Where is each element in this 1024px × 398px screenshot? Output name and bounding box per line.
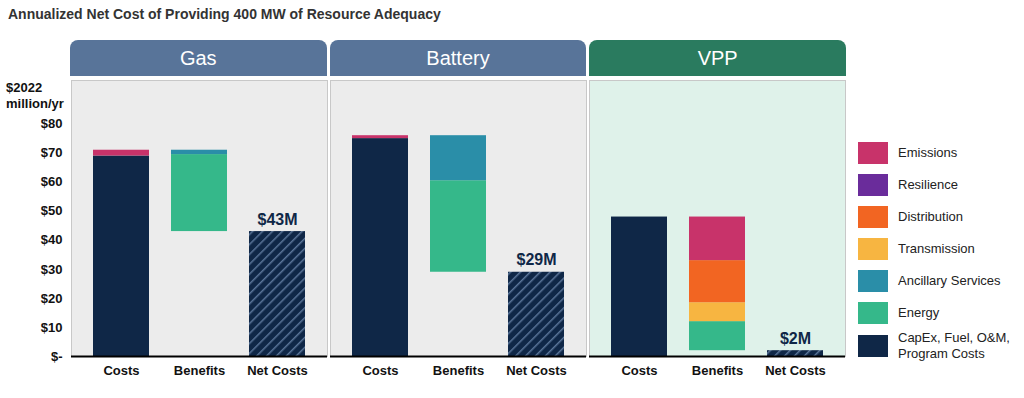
svg-text:Costs: Costs (362, 363, 398, 378)
svg-text:Costs: Costs (103, 363, 139, 378)
svg-text:$29M: $29M (516, 251, 556, 268)
html-text:million/yr: million/yr (6, 96, 64, 111)
html-text:Resilience: Resilience (898, 177, 958, 192)
html-text:Distribution: Distribution (898, 209, 963, 224)
html-text:Annualized Net Cost of Providi: Annualized Net Cost of Providing 400 MW … (8, 6, 441, 22)
html-text:Battery: Battery (426, 46, 490, 69)
svg-text:$80: $80 (41, 116, 63, 131)
html-text:Emissions: Emissions (898, 145, 958, 160)
svg-text:$40: $40 (41, 232, 63, 247)
html-text:CapEx, Fuel, O&M, Program Cost: CapEx, Fuel, O&M, Program Costs (898, 330, 1010, 361)
html-text:$2022: $2022 (6, 80, 43, 95)
svg-text:Benefits: Benefits (692, 363, 743, 378)
svg-text:$30: $30 (41, 262, 63, 277)
svg-text:Benefits: Benefits (174, 363, 225, 378)
svg-text:$20: $20 (41, 291, 63, 306)
html-text:Ancillary Services: Ancillary Services (898, 273, 1001, 288)
svg-text:$70: $70 (41, 145, 63, 160)
svg-text:Net Costs: Net Costs (506, 363, 567, 378)
svg-text:Net Costs: Net Costs (765, 363, 826, 378)
svg-text:$50: $50 (41, 203, 63, 218)
svg-text:Costs: Costs (621, 363, 657, 378)
svg-text:$60: $60 (41, 174, 63, 189)
svg-text:$-: $- (51, 349, 63, 364)
html-text:VPP: VPP (697, 46, 738, 69)
svg-text:Benefits: Benefits (433, 363, 484, 378)
svg-text:$10: $10 (41, 320, 63, 335)
html-text:Energy: Energy (898, 305, 940, 320)
html-text:Transmission: Transmission (898, 241, 975, 256)
svg-text:Net Costs: Net Costs (247, 363, 308, 378)
html-text:Gas: Gas (179, 46, 217, 69)
svg-text:$43M: $43M (257, 211, 297, 228)
svg-text:$2M: $2M (780, 330, 811, 347)
